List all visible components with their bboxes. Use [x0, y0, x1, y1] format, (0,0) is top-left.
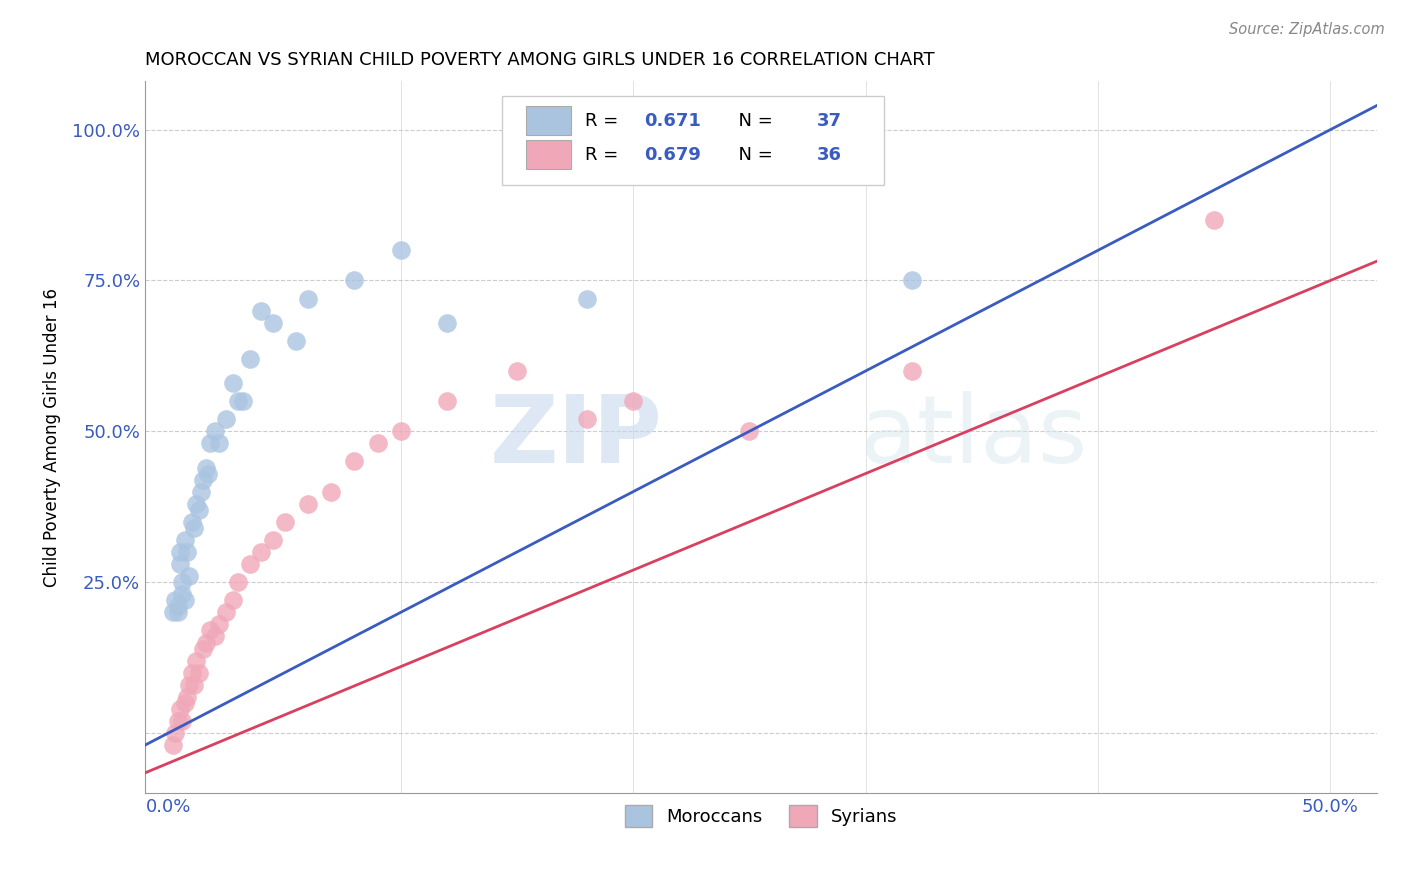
Point	[165, 593, 187, 607]
Point	[262, 533, 284, 547]
Point	[162, 738, 184, 752]
Point	[297, 292, 319, 306]
Point	[343, 454, 366, 468]
Point	[250, 545, 273, 559]
Point	[297, 497, 319, 511]
Point	[165, 726, 187, 740]
Point	[204, 425, 226, 439]
Point	[166, 714, 188, 728]
Text: ZIP: ZIP	[489, 392, 662, 483]
Point	[172, 587, 194, 601]
Point	[198, 436, 221, 450]
Legend: Moroccans, Syrians: Moroccans, Syrians	[617, 797, 904, 834]
Text: atlas: atlas	[859, 392, 1088, 483]
Point	[436, 394, 458, 409]
Point	[172, 714, 194, 728]
FancyBboxPatch shape	[526, 106, 571, 135]
Point	[506, 364, 529, 378]
Point	[190, 484, 212, 499]
Point	[187, 502, 209, 516]
Point	[208, 617, 231, 632]
Point	[176, 545, 198, 559]
Point	[239, 557, 262, 571]
Point	[319, 484, 342, 499]
Point	[273, 515, 295, 529]
Point	[575, 412, 598, 426]
Point	[575, 292, 598, 306]
Point	[204, 630, 226, 644]
Text: N =: N =	[727, 145, 778, 164]
Text: 37: 37	[817, 112, 841, 129]
Point	[194, 635, 217, 649]
Point	[173, 593, 195, 607]
Point	[222, 593, 245, 607]
Text: MOROCCAN VS SYRIAN CHILD POVERTY AMONG GIRLS UNDER 16 CORRELATION CHART: MOROCCAN VS SYRIAN CHILD POVERTY AMONG G…	[145, 51, 935, 69]
Point	[162, 605, 184, 619]
Point	[180, 665, 202, 680]
Point	[198, 624, 221, 638]
Point	[222, 376, 245, 390]
Text: 0.671: 0.671	[644, 112, 700, 129]
Point	[215, 605, 238, 619]
Point	[436, 316, 458, 330]
Point	[901, 273, 924, 287]
Point	[176, 690, 198, 704]
Point	[367, 436, 389, 450]
Text: R =: R =	[585, 145, 624, 164]
Text: 36: 36	[817, 145, 841, 164]
Point	[180, 515, 202, 529]
Point	[226, 394, 249, 409]
Point	[1204, 213, 1226, 227]
Point	[186, 497, 208, 511]
Point	[232, 394, 254, 409]
Point	[621, 394, 644, 409]
Text: 0.679: 0.679	[644, 145, 700, 164]
Point	[194, 460, 217, 475]
Y-axis label: Child Poverty Among Girls Under 16: Child Poverty Among Girls Under 16	[44, 288, 60, 587]
Point	[215, 412, 238, 426]
Point	[208, 436, 231, 450]
Point	[738, 425, 761, 439]
Point	[285, 334, 308, 348]
Point	[173, 533, 195, 547]
Point	[187, 665, 209, 680]
Text: Source: ZipAtlas.com: Source: ZipAtlas.com	[1229, 22, 1385, 37]
Point	[250, 303, 273, 318]
Point	[197, 467, 219, 481]
Point	[179, 569, 201, 583]
Point	[262, 316, 284, 330]
Point	[172, 575, 194, 590]
Point	[183, 678, 205, 692]
Point	[193, 473, 215, 487]
Point	[186, 654, 208, 668]
Point	[173, 696, 195, 710]
Point	[901, 364, 924, 378]
Point	[389, 425, 412, 439]
FancyBboxPatch shape	[526, 140, 571, 169]
Point	[166, 599, 188, 614]
Text: N =: N =	[727, 112, 778, 129]
Text: R =: R =	[585, 112, 624, 129]
Point	[169, 702, 191, 716]
Point	[169, 557, 191, 571]
Point	[343, 273, 366, 287]
Point	[239, 351, 262, 366]
Point	[193, 641, 215, 656]
Point	[389, 244, 412, 258]
Point	[166, 605, 188, 619]
Point	[226, 575, 249, 590]
Point	[183, 521, 205, 535]
Point	[169, 545, 191, 559]
FancyBboxPatch shape	[502, 95, 884, 185]
Point	[179, 678, 201, 692]
